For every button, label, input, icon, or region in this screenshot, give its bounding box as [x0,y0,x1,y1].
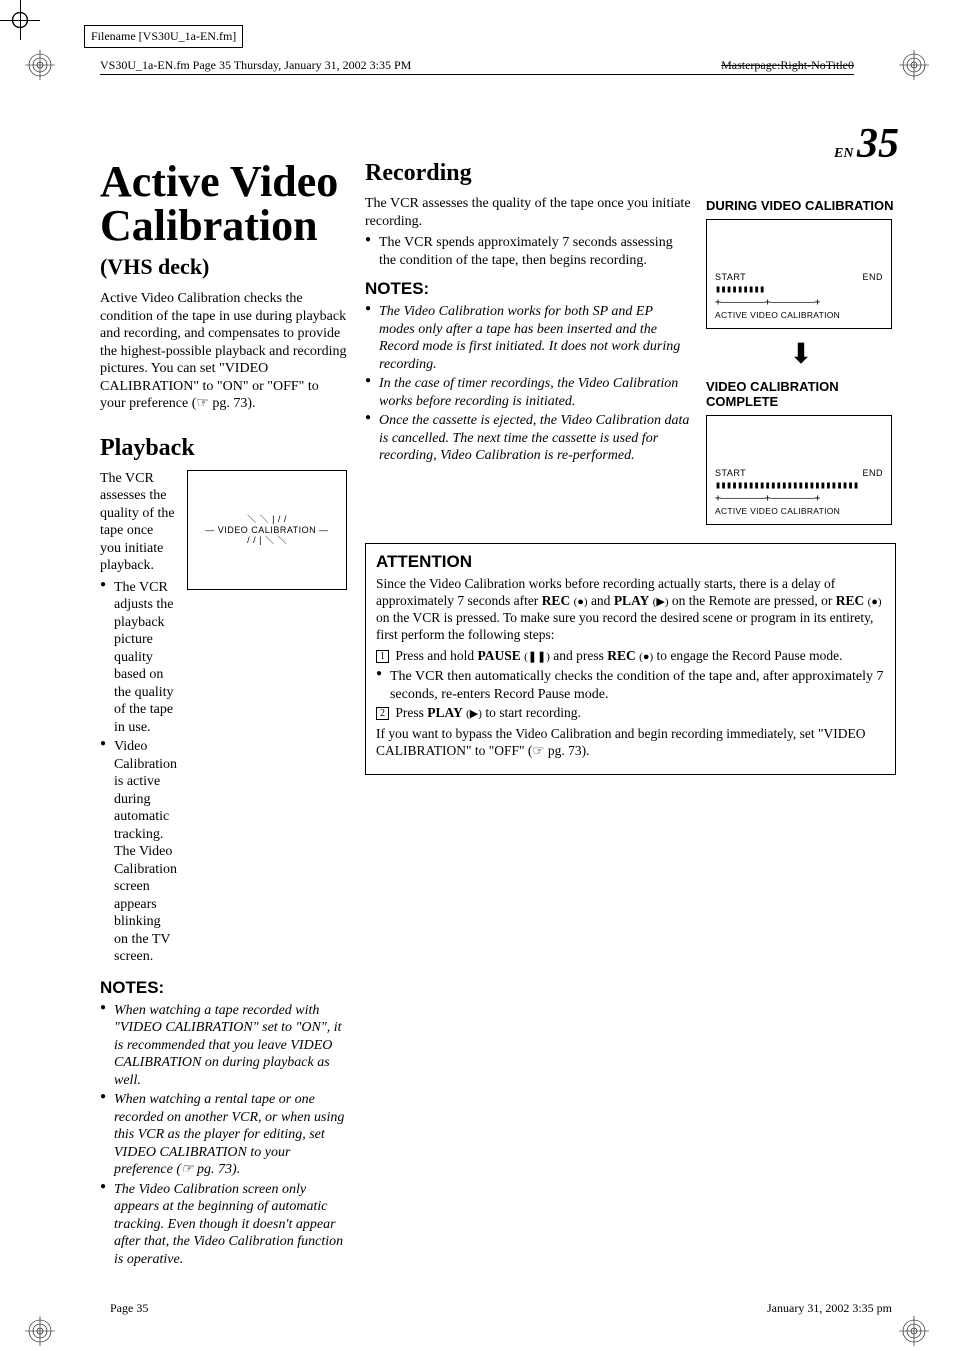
during-label: DURING VIDEO CALIBRATION [706,198,896,213]
list-item: The VCR then automatically checks the co… [376,668,885,703]
attention-tail: If you want to bypass the Video Calibrat… [376,726,885,760]
footer-left: Page 35 [110,1301,148,1316]
playback-bullets: The VCR adjusts the playback picture qua… [100,579,177,966]
header-line: VS30U_1a-EN.fm Page 35 Thursday, January… [100,58,854,73]
right-column: Recording The VCR assesses the quality o… [365,160,896,1270]
attention-heading: ATTENTION [376,552,885,572]
play-icon: (▶) [466,708,482,720]
recording-lead: The VCR assesses the quality of the tape… [365,195,692,230]
down-arrow-icon: ⬇ [706,337,896,371]
rec-icon: (●) [574,596,588,608]
attention-step1: 1 Press and hold PAUSE (❚❚) and press RE… [376,648,885,665]
screen-complete: START END ▮▮▮▮▮▮▮▮▮▮▮▮▮▮▮▮▮▮▮▮▮▮▮▮▮▮ +––… [706,415,892,525]
attention-bullets: The VCR then automatically checks the co… [376,668,885,703]
attention-step2: 2 Press PLAY (▶) to start recording. [376,705,885,722]
end-label: END [862,272,883,282]
list-item: When watching a rental tape or one recor… [100,1091,347,1179]
attention-p1: Since the Video Calibration works before… [376,576,885,644]
crop-radial-icon [25,1316,55,1346]
header-left: VS30U_1a-EN.fm Page 35 Thursday, January… [100,58,411,73]
play-icon: (▶) [653,596,669,608]
page-subtitle: (VHS deck) [100,254,347,280]
filename-box: Filename [VS30U_1a-EN.fm] [84,25,243,48]
start-label: START [715,468,746,478]
footer-right: January 31, 2002 3:35 pm [767,1301,892,1316]
list-item: The Video Calibration screen only appear… [100,1181,347,1269]
step-number-icon: 2 [376,707,389,720]
recording-bullets: The VCR spends approximately 7 seconds a… [365,234,692,269]
end-label: END [862,468,883,478]
progress-bar: ▮▮▮▮▮▮▮▮▮ [715,284,883,295]
calibration-screen-playback: ＼ ＼ | / / — VIDEO CALIBRATION — / / | ＼ … [187,470,347,590]
recording-heading: Recording [365,160,692,187]
progress-scale: +––––––––+––––––––+ [715,297,883,308]
crop-radial-icon [25,50,55,80]
playback-notes: When watching a tape recorded with "VIDE… [100,1002,347,1269]
crop-radial-icon [899,1316,929,1346]
attention-box: ATTENTION Since the Video Calibration wo… [365,543,896,775]
rays-top: ＼ ＼ | / / [247,514,287,525]
header-rule [100,74,854,75]
page-title: Active Video Calibration [100,160,347,248]
intro-paragraph: Active Video Calibration checks the cond… [100,290,347,413]
middle-column: Recording The VCR assesses the quality o… [365,160,692,525]
far-column: DURING VIDEO CALIBRATION START END ▮▮▮▮▮… [706,160,896,525]
notes-heading: NOTES: [365,279,692,299]
recording-notes: The Video Calibration works for both SP … [365,303,692,465]
content: Active Video Calibration (VHS deck) Acti… [100,160,896,1270]
screen-during: START END ▮▮▮▮▮▮▮▮▮ +––––––––+––––––––+ … [706,219,892,329]
screen-bottom-label: ACTIVE VIDEO CALIBRATION [715,506,883,516]
list-item: The VCR spends approximately 7 seconds a… [365,234,692,269]
list-item: Video Calibration is active during autom… [100,738,177,966]
complete-label: VIDEO CALIBRATION COMPLETE [706,379,896,409]
list-item: Once the cassette is ejected, the Video … [365,412,692,465]
footer: Page 35 January 31, 2002 3:35 pm [110,1301,892,1316]
screen-bottom-label: ACTIVE VIDEO CALIBRATION [715,310,883,320]
list-item: The VCR adjusts the playback picture qua… [100,579,177,737]
calibration-screen-text: — VIDEO CALIBRATION — [205,525,328,535]
progress-bar: ▮▮▮▮▮▮▮▮▮▮▮▮▮▮▮▮▮▮▮▮▮▮▮▮▮▮ [715,480,883,491]
notes-heading: NOTES: [100,978,347,998]
playback-lead: The VCR assesses the quality of the tape… [100,470,177,575]
header-right: Masterpage:Right-NoTitle0 [721,58,854,73]
rays-bottom: / / | ＼ ＼ [247,535,287,546]
left-column: Active Video Calibration (VHS deck) Acti… [100,160,347,1270]
rec-icon: (●) [868,596,882,608]
progress-scale: +––––––––+––––––––+ [715,493,883,504]
rec-icon: (●) [639,651,653,663]
page-en-label: EN [834,146,853,161]
start-label: START [715,272,746,282]
list-item: In the case of timer recordings, the Vid… [365,375,692,410]
list-item: The Video Calibration works for both SP … [365,303,692,373]
crop-radial-icon [899,50,929,80]
playback-heading: Playback [100,435,347,462]
list-item: When watching a tape recorded with "VIDE… [100,1002,347,1090]
step-number-icon: 1 [376,650,389,663]
pause-icon: (❚❚) [524,651,550,663]
